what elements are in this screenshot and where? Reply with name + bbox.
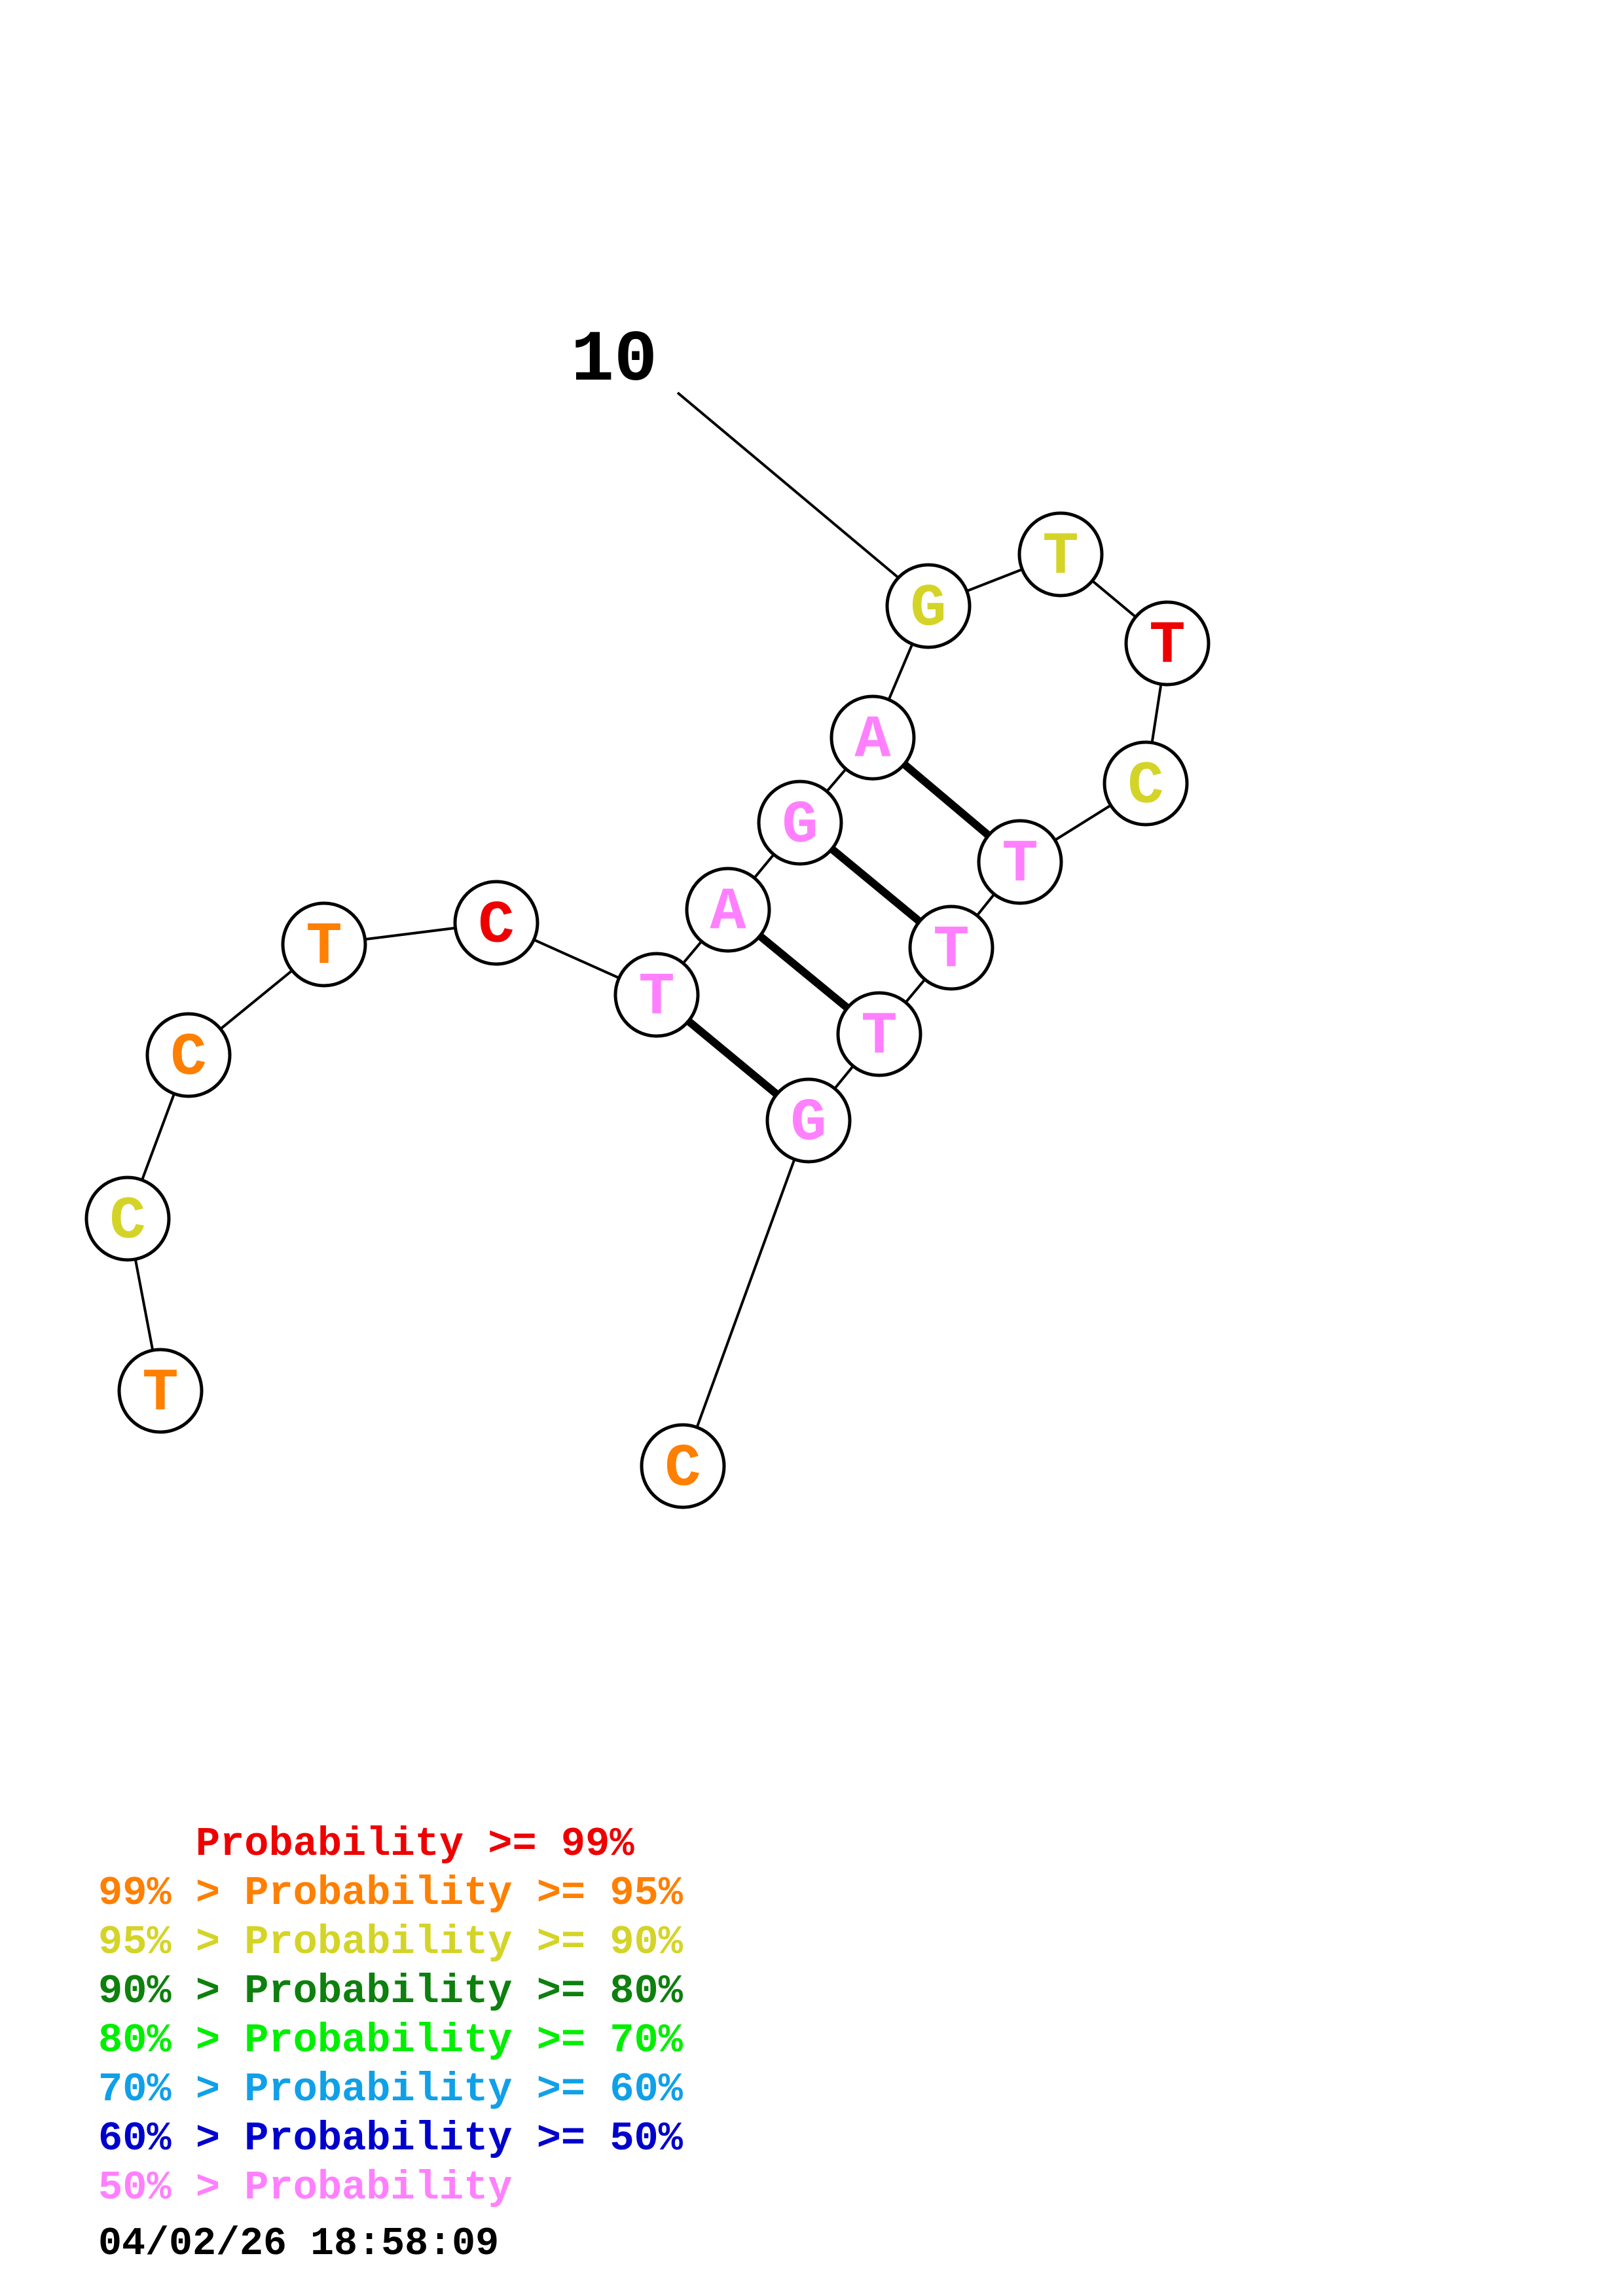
nucleotide-circle — [640, 1423, 726, 1509]
legend-row: 50% > Probability — [98, 2164, 513, 2211]
nucleotide-letter: A — [710, 878, 746, 947]
timestamp: 04/02/26 18:58:09 — [98, 2222, 500, 2267]
base-pair-bonds — [685, 761, 991, 1098]
nucleotide-10: G — [885, 563, 972, 649]
nucleotide-circle — [757, 780, 843, 866]
nucleotide-1: T — [117, 1348, 204, 1434]
base-pair-bond — [757, 933, 850, 1011]
nucleotide-circle — [885, 563, 972, 649]
nucleotide-14: T — [977, 819, 1063, 905]
nucleotide-letter: C — [1127, 752, 1163, 821]
nucleotide-8: G — [757, 780, 843, 866]
base-pair-bond — [685, 1018, 780, 1098]
nucleotide-16: T — [836, 991, 922, 1077]
legend-row: Probability >= 99% — [98, 1821, 634, 1867]
nucleotide-letter: C — [478, 891, 514, 960]
nucleotide-circle — [1017, 511, 1104, 598]
nucleotide-circle — [830, 694, 916, 781]
index-10-label: 10 — [571, 320, 657, 402]
legend-row: 90% > Probability >= 80% — [98, 1968, 683, 2015]
nucleotide-circle — [613, 952, 700, 1038]
nucleotide-3: C — [145, 1012, 232, 1098]
nucleotide-letter: C — [109, 1187, 145, 1256]
nucleotide-4: T — [281, 901, 367, 988]
base-pair-bond — [829, 846, 922, 925]
nucleotide-letter: C — [665, 1435, 701, 1503]
nucleotide-circle — [1103, 740, 1189, 827]
nucleotide-letter: C — [170, 1024, 206, 1092]
nucleotide-6: T — [613, 952, 700, 1038]
nucleotide-circle — [117, 1348, 204, 1434]
nucleotide-circle — [145, 1012, 232, 1098]
nucleotide-circle — [836, 991, 922, 1077]
legend-row: 99% > Probability >= 95% — [98, 1870, 683, 1916]
legend-row: 95% > Probability >= 90% — [98, 1919, 683, 1965]
nucleotide-letter: T — [306, 913, 342, 982]
legend-row: 70% > Probability >= 60% — [98, 2066, 683, 2113]
nucleotide-7: A — [685, 867, 771, 953]
nucleotide-circle — [1124, 600, 1211, 687]
legend-row: 60% > Probability >= 50% — [98, 2115, 683, 2162]
nucleotide-letter: T — [1042, 523, 1078, 592]
nucleotide-5: C — [453, 880, 539, 966]
nucleotide-circle — [453, 880, 539, 966]
nucleotide-circle — [84, 1175, 171, 1262]
nucleotide-circle — [908, 905, 994, 991]
index-labels: 10 — [571, 320, 902, 581]
nucleotide-letter: T — [142, 1359, 178, 1428]
nucleotide-circle — [765, 1077, 852, 1164]
nucleotide-letter: T — [933, 916, 969, 985]
nucleotide-letter: A — [854, 706, 891, 775]
base-pair-bond — [902, 761, 991, 838]
nucleotide-letter: T — [1002, 831, 1038, 899]
nucleotide-13: C — [1103, 740, 1189, 827]
backbone-link — [682, 1120, 810, 1467]
nucleotide-letter: T — [638, 963, 674, 1032]
nucleotide-circle — [281, 901, 367, 988]
nucleotide-11: T — [1017, 511, 1104, 598]
nucleotide-letter: G — [910, 575, 946, 643]
legend-row: 80% > Probability >= 70% — [98, 2017, 683, 2064]
nucleotide-12: T — [1124, 600, 1211, 687]
nucleotide-9: A — [830, 694, 916, 781]
probability-legend: Probability >= 99% 99% > Probability >= 9… — [98, 1820, 683, 2212]
nucleotide-letter: T — [861, 1003, 897, 1071]
nucleotide-letter: T — [1149, 612, 1185, 681]
nucleotide-circle — [977, 819, 1063, 905]
nucleotide-letter: G — [790, 1089, 826, 1158]
nucleotide-17: G — [765, 1077, 852, 1164]
nucleotide-18: C — [640, 1423, 726, 1509]
nucleotide-letter: G — [782, 791, 818, 860]
nucleotide-2: C — [84, 1175, 171, 1262]
index-10-tick — [676, 391, 902, 581]
nucleotide-circle — [685, 867, 771, 953]
nucleotide-15: T — [908, 905, 994, 991]
